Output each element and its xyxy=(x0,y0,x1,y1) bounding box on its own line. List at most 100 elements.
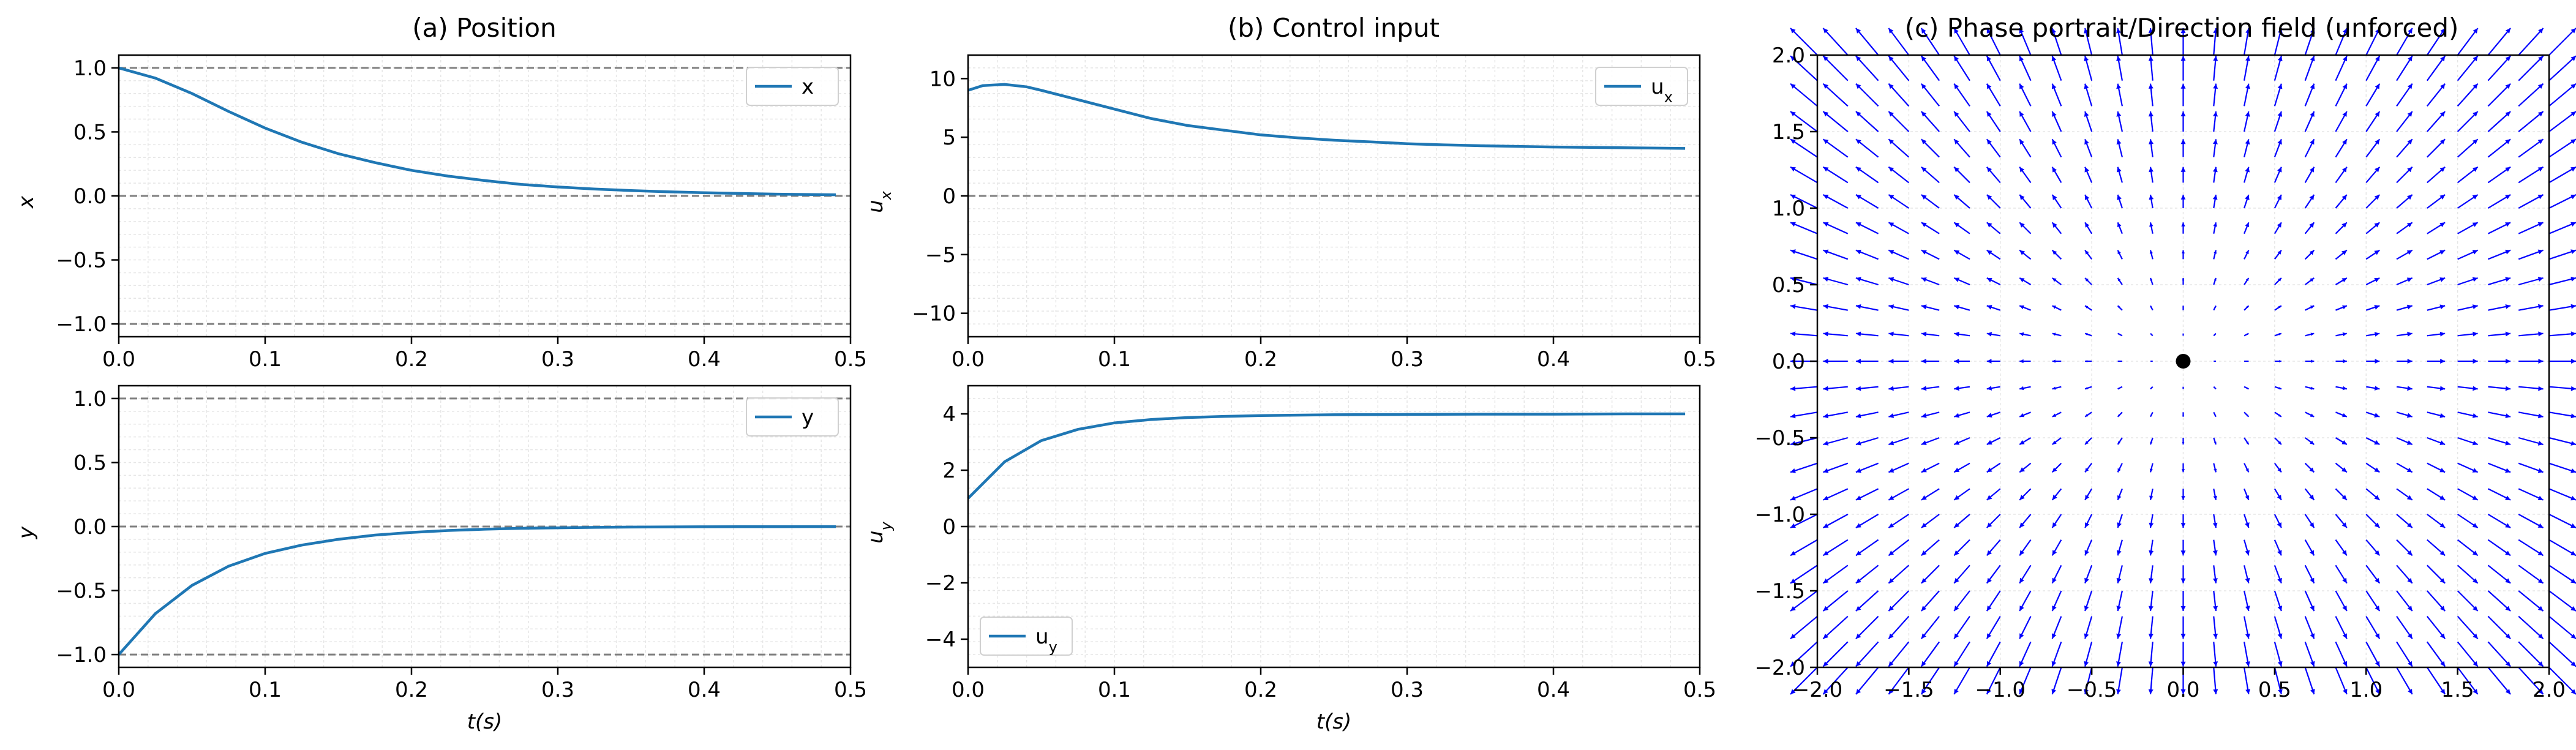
y-tick-label: 0.5 xyxy=(73,451,107,475)
direction-arrow xyxy=(1855,667,1879,695)
arrow-head xyxy=(2116,83,2122,89)
arrow-head xyxy=(2309,522,2315,528)
arrow-head xyxy=(1855,222,1861,227)
arrow-head xyxy=(2407,522,2413,528)
arrow-head xyxy=(2181,496,2185,500)
y-tick-label: 5 xyxy=(942,126,956,150)
arrow-head xyxy=(2341,167,2347,173)
arrow-head xyxy=(1823,195,1829,200)
position-x-plot: 0.0 0.1 0.2 0.3 0.4 0.5 1.0 0.5 0.0 −0.5 −1.0 x x xyxy=(14,54,867,372)
arrow-head xyxy=(1823,413,1828,419)
arrow-head xyxy=(2570,689,2576,694)
arrow-head xyxy=(2570,195,2576,200)
arrow-head xyxy=(2407,331,2413,337)
arrow-head xyxy=(2181,250,2185,253)
direction-arrow xyxy=(2487,590,2511,612)
direction-arrow xyxy=(2396,28,2413,56)
arrow-head xyxy=(2278,689,2283,694)
y-tick-label: −1.5 xyxy=(1754,579,1805,604)
arrow-head xyxy=(2505,495,2511,500)
arrow-head xyxy=(2538,689,2544,694)
arrow-head xyxy=(2570,304,2576,309)
arrow-head xyxy=(1921,495,1927,500)
x-tick-label: 0.0 xyxy=(102,347,135,372)
y-tick-label: −1.0 xyxy=(1754,503,1805,527)
arrow-head xyxy=(2117,414,2120,417)
arrow-head xyxy=(2505,111,2511,117)
y-tick-label: 1.0 xyxy=(73,387,107,411)
arrow-head xyxy=(2440,689,2446,694)
arrow-head xyxy=(2472,550,2478,556)
arrow-head xyxy=(2374,250,2380,255)
arrow-head xyxy=(2117,441,2121,444)
arrow-head xyxy=(2052,332,2056,336)
arrow-head xyxy=(2085,387,2088,389)
arrow-head xyxy=(1954,578,1959,583)
arrow-head xyxy=(1823,139,1829,144)
arrow-head xyxy=(2180,83,2186,89)
arrow-head xyxy=(2116,633,2122,639)
arrow-head xyxy=(2505,277,2511,282)
direction-arrow xyxy=(1888,55,1910,81)
arrow-head xyxy=(2440,83,2446,89)
arrow-head xyxy=(2375,606,2380,611)
arrow-head xyxy=(2149,222,2154,227)
arrow-head xyxy=(1921,56,1926,62)
arrow-head xyxy=(1855,304,1861,309)
arrow-head xyxy=(2472,413,2478,418)
direction-arrow xyxy=(1790,194,1818,209)
arrow-head xyxy=(2019,495,2025,500)
arrow-head xyxy=(2310,278,2315,282)
direction-arrow xyxy=(1855,590,1879,612)
arrow-head xyxy=(2505,249,2511,255)
arrow-head xyxy=(2085,278,2089,282)
arrow-head xyxy=(2180,634,2186,639)
arrow-head xyxy=(1790,56,1796,61)
arrow-head xyxy=(2310,83,2315,89)
arrow-head xyxy=(2343,689,2348,694)
arrow-head xyxy=(2085,468,2089,473)
arrow-head xyxy=(2375,359,2380,364)
arrow-head xyxy=(2085,360,2087,362)
arrow-head xyxy=(2374,195,2380,200)
arrow-head xyxy=(1921,523,1927,528)
direction-arrow xyxy=(2518,55,2544,81)
arrow-head xyxy=(2019,332,2024,337)
arrow-head xyxy=(2149,468,2153,473)
x-axis-label: t(s) xyxy=(467,710,503,734)
arrow-head xyxy=(2084,111,2089,117)
arrow-head xyxy=(2278,278,2281,282)
arrow-head xyxy=(1921,606,1927,611)
arrow-head xyxy=(2538,56,2544,61)
x-tick-label: 0.4 xyxy=(1537,678,1570,702)
arrow-head xyxy=(2214,441,2217,444)
arrow-head xyxy=(2214,414,2216,417)
arrow-head xyxy=(2019,440,2025,444)
arrow-head xyxy=(2342,606,2347,611)
arrow-head xyxy=(1790,468,1796,473)
arrow-head xyxy=(2505,413,2511,418)
arrow-head xyxy=(2116,689,2121,694)
arrow-head xyxy=(2117,250,2121,255)
arrow-head xyxy=(2052,522,2057,528)
arrow-head xyxy=(2472,304,2478,309)
arrow-head xyxy=(2439,331,2446,337)
direction-arrow xyxy=(2365,667,2381,695)
arrow-head xyxy=(1888,139,1894,144)
arrow-head xyxy=(2472,468,2478,473)
arrow-head xyxy=(2472,222,2478,227)
arrow-head xyxy=(1790,634,1796,639)
arrow-head xyxy=(2375,661,2380,667)
arrow-head xyxy=(2180,195,2186,200)
arrow-head xyxy=(2505,28,2511,34)
arrow-head xyxy=(2278,387,2281,389)
arrow-head xyxy=(2341,250,2347,255)
arrow-head xyxy=(2439,606,2446,611)
arrow-head xyxy=(2182,388,2184,389)
arrow-head xyxy=(1954,689,1959,694)
direction-arrow xyxy=(2487,111,2511,132)
arrow-head xyxy=(2537,606,2544,611)
arrow-head xyxy=(2148,634,2154,639)
arrow-head xyxy=(2472,167,2478,172)
arrow-head xyxy=(2309,250,2315,255)
